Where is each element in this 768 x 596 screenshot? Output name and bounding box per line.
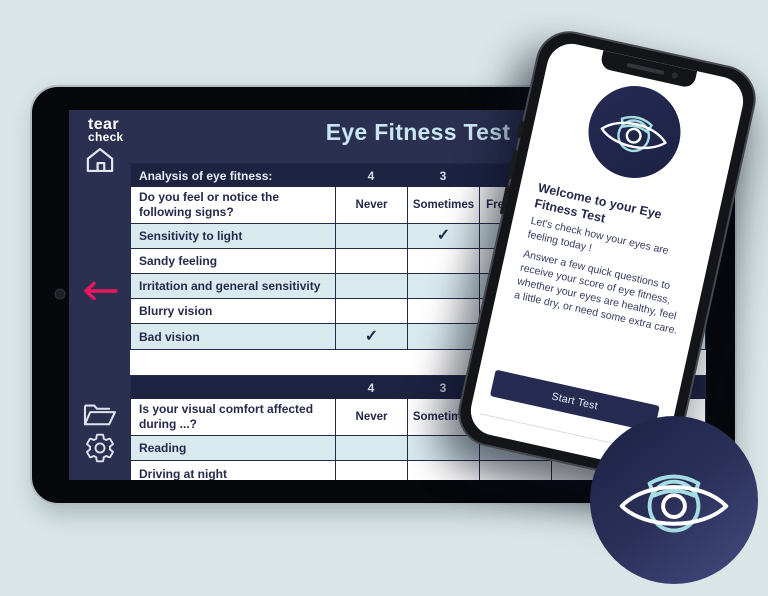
answer-cell[interactable] [335, 249, 407, 273]
answer-cell[interactable]: ✓ [335, 324, 407, 349]
back-arrow-icon [83, 281, 118, 301]
row-label: Bad vision [139, 329, 200, 344]
row-label: Driving at night [139, 466, 227, 481]
eye-logo-badge [590, 416, 758, 584]
logo-line2: check [88, 130, 124, 145]
settings-button[interactable] [69, 432, 130, 464]
answer-cell[interactable] [479, 436, 551, 460]
start-test-button[interactable]: Start Test [489, 369, 660, 433]
home-icon [86, 147, 113, 173]
score-4: 4 [367, 380, 375, 395]
row-label: Blurry vision [139, 304, 213, 318]
eye-logo-icon [619, 474, 729, 533]
col-sometimes: Sometimes [407, 187, 479, 223]
answer-cell[interactable] [407, 299, 479, 323]
answer-cell[interactable] [407, 461, 479, 480]
question-text: Do you feel or notice the following sign… [139, 190, 280, 219]
answer-cell[interactable] [479, 249, 551, 273]
table-row: Driving at night [131, 461, 705, 480]
eye-logo-icon [597, 109, 671, 159]
app-logo-circle [579, 77, 690, 187]
answer-cell[interactable] [335, 274, 407, 298]
score-4: 4 [367, 168, 375, 183]
back-button[interactable] [69, 280, 130, 302]
answer-cell[interactable] [407, 249, 479, 273]
col-never: Never [335, 187, 407, 223]
front-camera-dot [671, 71, 679, 79]
score-3: 3 [439, 380, 447, 395]
phone-notch [599, 50, 698, 89]
col-never: Never [335, 399, 407, 435]
speaker-slot [626, 62, 665, 75]
question-text: Is your visual comfort affected during .… [139, 402, 314, 431]
page-title: Eye Fitness Test [325, 119, 511, 145]
home-button[interactable] [69, 144, 130, 176]
answer-cell[interactable] [335, 299, 407, 323]
answer-cell[interactable] [407, 324, 479, 349]
answer-cell[interactable] [407, 436, 479, 460]
answer-cell[interactable] [335, 224, 407, 248]
settings-gear-icon [85, 433, 114, 463]
tearcheck-logo: tear check [88, 116, 124, 145]
answer-cell[interactable] [407, 274, 479, 298]
answer-cell[interactable] [479, 461, 551, 480]
tablet-camera-dot [56, 290, 64, 298]
answer-cell[interactable] [335, 436, 407, 460]
answer-cell[interactable] [335, 461, 407, 480]
row-label: Sandy feeling [139, 254, 218, 268]
logo-line1: tear [88, 116, 119, 133]
folder-icon [83, 404, 116, 426]
answer-cell[interactable] [479, 274, 551, 298]
row-label: Reading [139, 441, 187, 455]
table-caption: Analysis of eye fitness: [139, 168, 273, 183]
score-3: 3 [439, 168, 447, 183]
answer-cell[interactable] [479, 224, 551, 248]
files-button[interactable] [69, 400, 130, 430]
row-label: Sensitivity to light [139, 229, 243, 243]
answer-cell[interactable]: ✓ [407, 224, 479, 248]
row-label: Irritation and general sensitivity [139, 279, 321, 293]
